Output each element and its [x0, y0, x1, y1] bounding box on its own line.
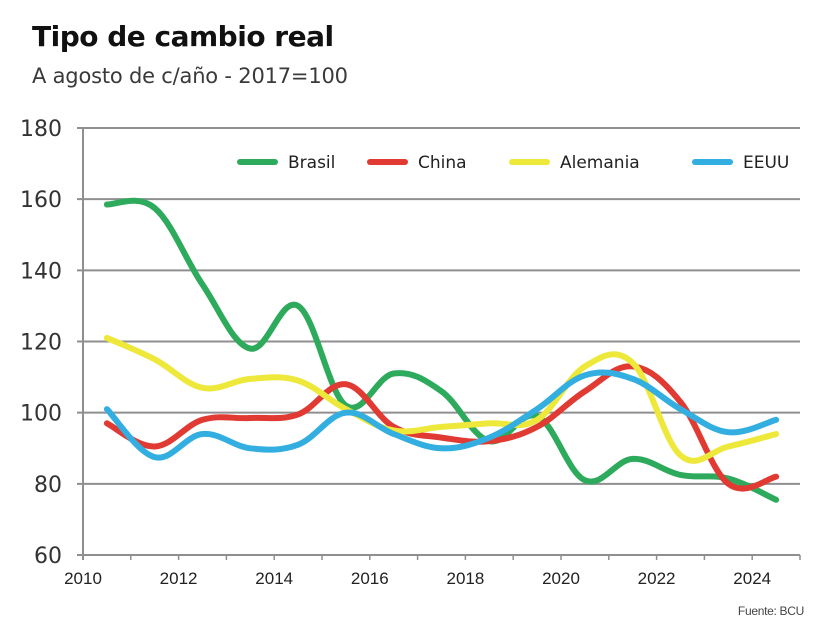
- series-line-alemania: [103, 334, 780, 464]
- legend-item-brasil: Brasil: [237, 153, 335, 173]
- x-axis-ticks: 2010 2012 2014 2016 2018 2020 2022 2024: [64, 569, 771, 588]
- series-lines: [103, 197, 780, 503]
- x-tick-label: 2012: [160, 569, 198, 588]
- y-axis-ticks: 60 80 100 120 140 160 180: [20, 117, 62, 569]
- series-line-brasil: [103, 197, 780, 503]
- chart-title: Tipo de cambio real: [32, 20, 334, 53]
- y-tick-label: 100: [20, 402, 62, 427]
- x-tick-label: 2022: [638, 569, 676, 588]
- series-line-eeuu: [103, 369, 780, 461]
- x-tick-label: 2014: [255, 569, 293, 588]
- y-tick-label: 80: [34, 473, 62, 498]
- legend-label: China: [418, 153, 467, 173]
- y-tick-label: 160: [20, 188, 62, 213]
- y-tick-label: 140: [20, 259, 62, 284]
- chart-subtitle: A agosto de c/año - 2017=100: [32, 64, 348, 88]
- gridlines: [77, 127, 800, 485]
- y-tick-label: 60: [34, 544, 62, 569]
- x-tick-label: 2020: [542, 569, 580, 588]
- source-note: Fuente: BCU: [737, 604, 804, 618]
- legend: Brasil China Alemania EEUU: [237, 153, 789, 173]
- x-tick-label: 2010: [64, 569, 102, 588]
- x-tick-label: 2016: [351, 569, 389, 588]
- x-tick-label: 2024: [733, 569, 771, 588]
- y-tick-label: 120: [20, 331, 62, 356]
- legend-label: Brasil: [288, 153, 335, 173]
- series-line-china: [103, 363, 780, 492]
- x-tick-label: 2018: [446, 569, 484, 588]
- y-tick-label: 180: [20, 117, 62, 142]
- legend-label: Alemania: [560, 153, 640, 173]
- legend-item-china: China: [367, 153, 467, 173]
- axes: [77, 128, 801, 560]
- legend-item-alemania: Alemania: [509, 153, 640, 173]
- legend-item-eeuu: EEUU: [692, 153, 789, 173]
- legend-label: EEUU: [743, 153, 789, 173]
